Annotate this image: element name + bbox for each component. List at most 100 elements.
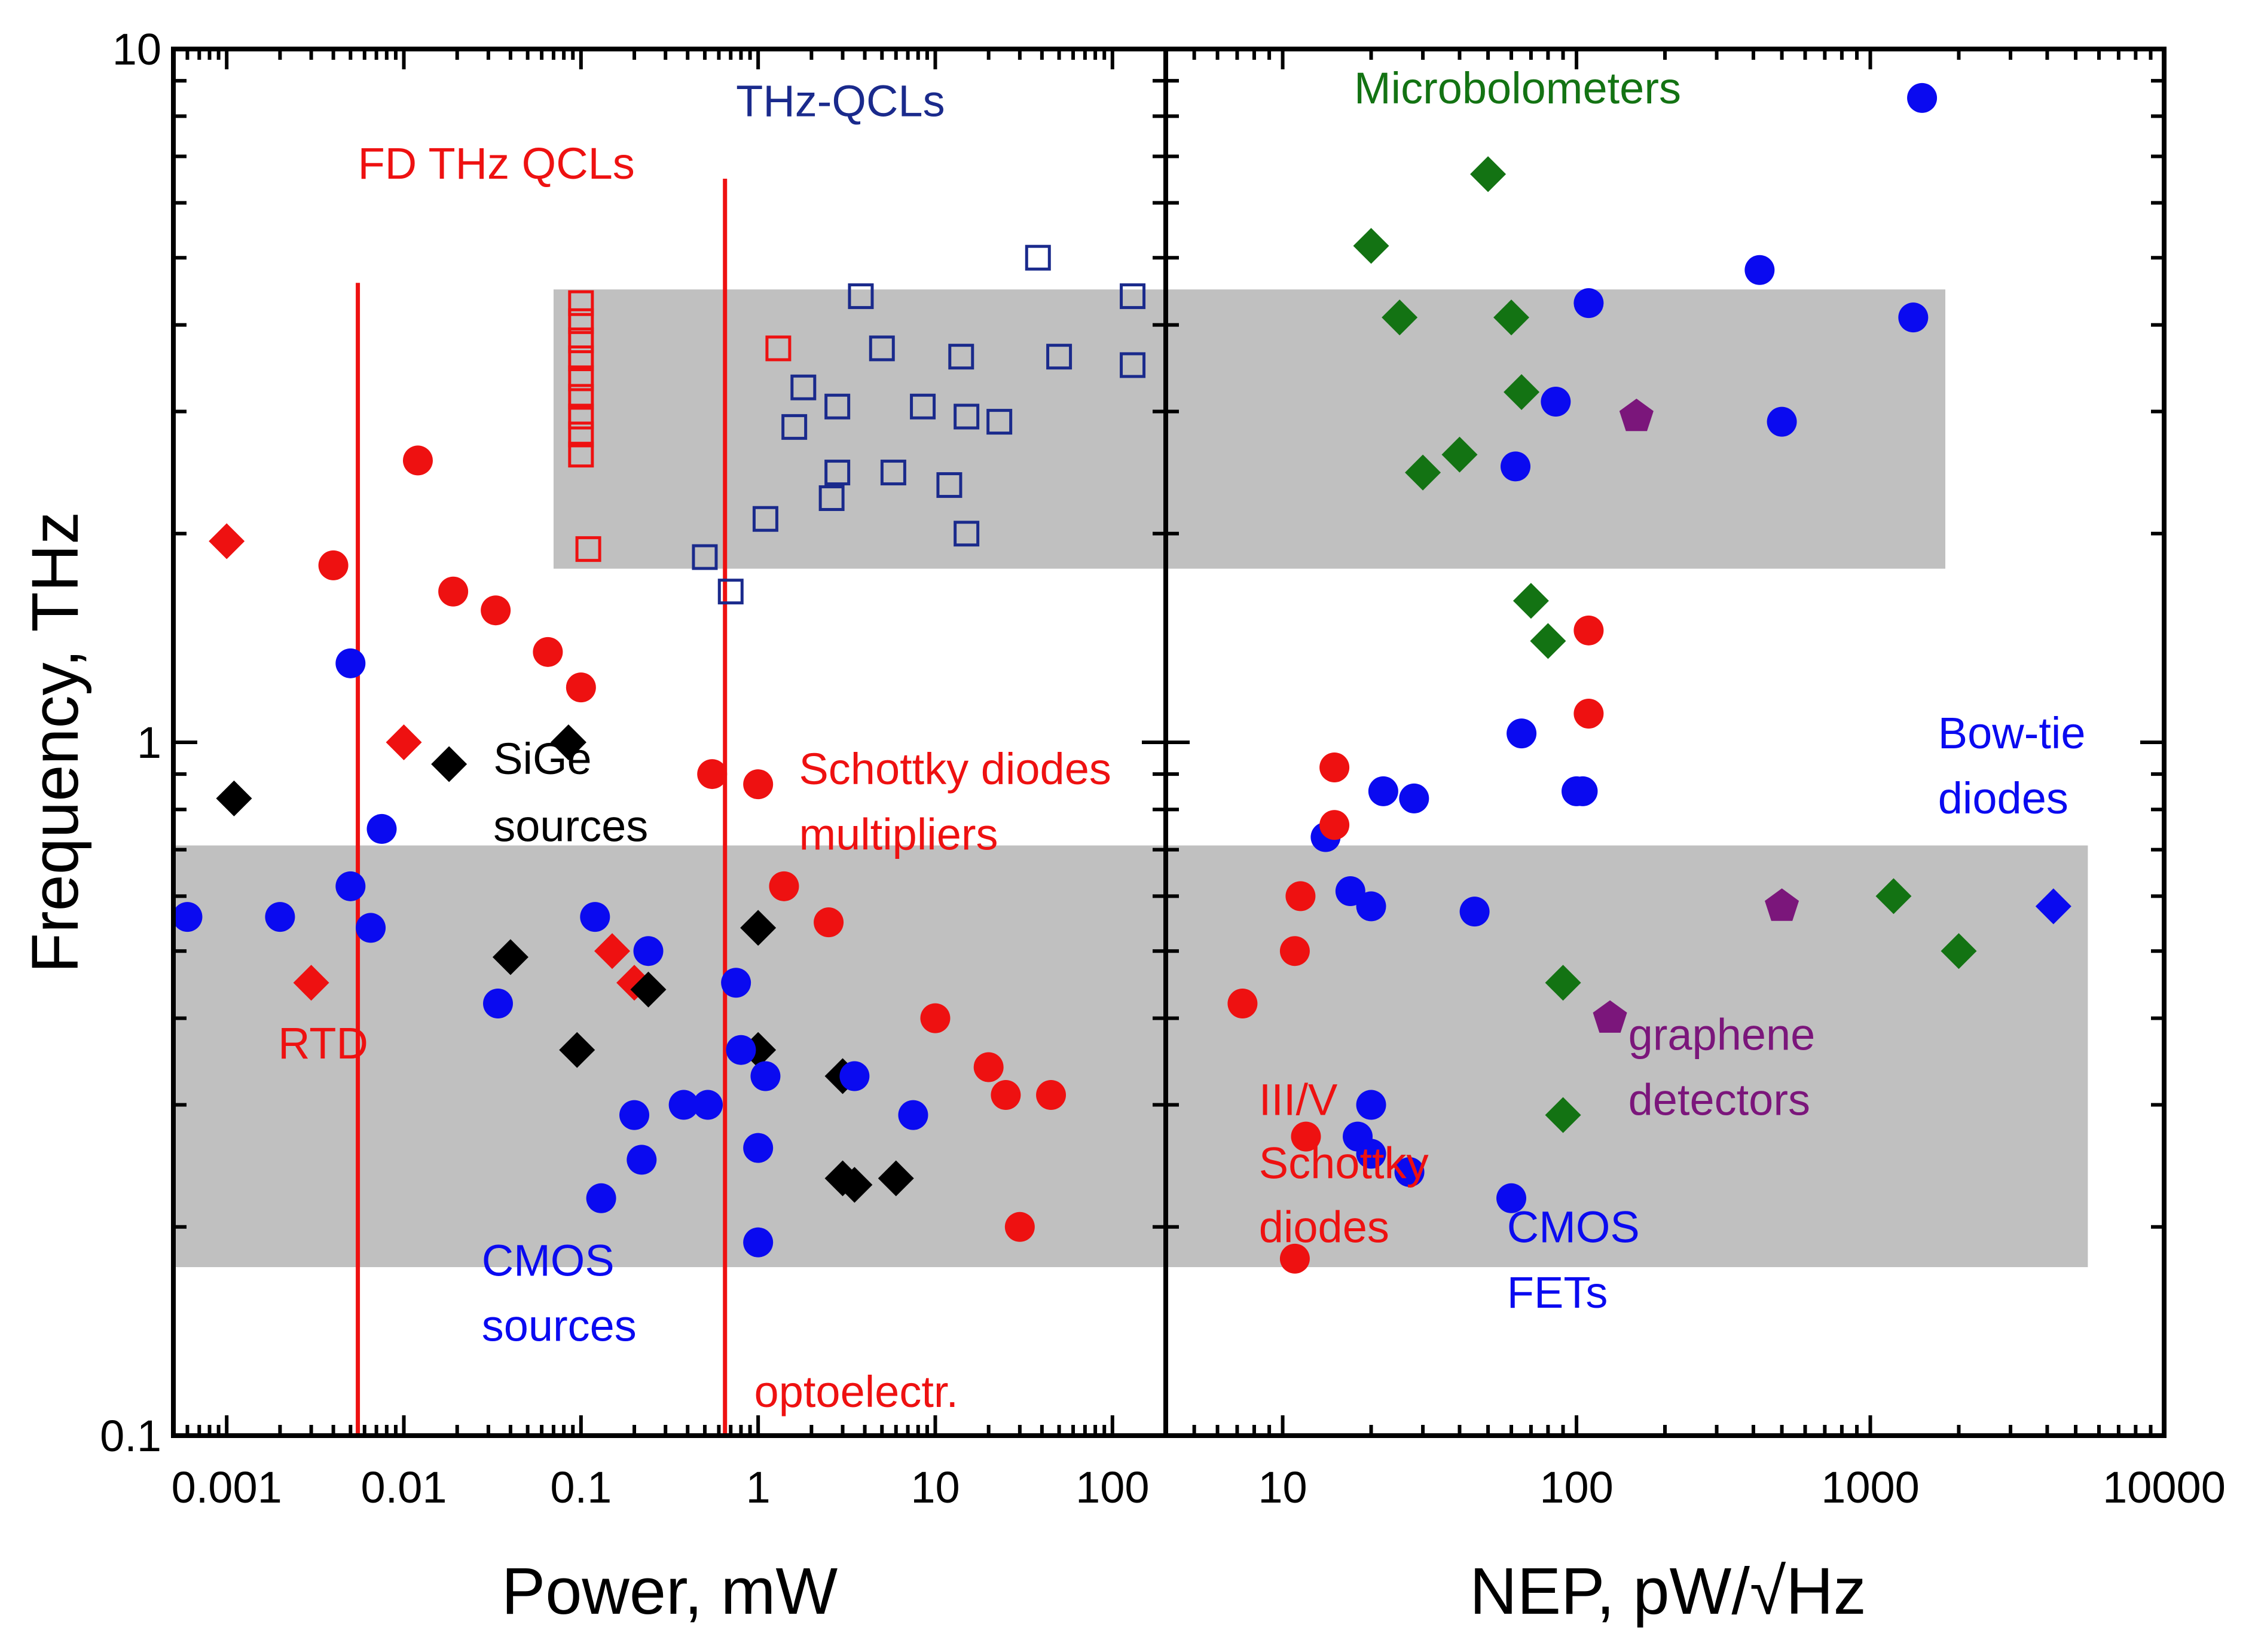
right-bow-tie-diodes-point-5: [1767, 406, 1797, 437]
left-cmos-sources-point-9: [721, 968, 751, 998]
right-bow-tie-diodes-point-1: [1744, 255, 1775, 285]
left-thz-qcls-point-3: [869, 335, 895, 362]
left-cmos-sources-point-17: [898, 1100, 928, 1130]
left-thz-qcls-point-0: [1025, 244, 1051, 271]
left-cmos-sources-point-20: [743, 1227, 774, 1258]
left-sige-sources-point-10: [836, 1167, 873, 1203]
left-annotation-5: multipliers: [799, 810, 998, 859]
right-bow-tie-diodes-point-18: [1356, 1139, 1386, 1169]
right-band-0: [1166, 289, 1945, 569]
right-bow-tie-diodes-point-6: [1501, 451, 1531, 482]
left-fd-thz-qcls-point-1: [568, 308, 594, 334]
right-microbolometers-point-6: [1405, 454, 1441, 491]
left-cmos-sources-point-6: [483, 989, 514, 1019]
right-graphene-detectors-point-2: [1593, 1000, 1627, 1033]
left-annotation-1: FD THz QCLs: [358, 139, 635, 188]
right-bow-tie-diodes-point-15: [1459, 897, 1490, 927]
left-schottky-multipliers-point-14: [1004, 1212, 1035, 1242]
left-annotation-9: optoelectr.: [754, 1367, 958, 1417]
x-axis-title-right: NEP, pW/√Hz: [1469, 1555, 1866, 1628]
left-annotation-7: CMOS: [482, 1236, 615, 1286]
left-thz-qcls-point-19: [692, 544, 718, 570]
right-bow-tie-diamond-point-0: [2035, 888, 2071, 925]
right-bow-tie-diodes-point-20: [1496, 1183, 1527, 1213]
tick-layer: [173, 49, 2164, 1436]
right-annotation-5: III/V: [1259, 1075, 1338, 1125]
left-fd-thz-qcls-point-0: [568, 290, 594, 316]
left-thz-qcls-point-7: [790, 374, 817, 400]
left-schottky-multipliers-point-12: [991, 1080, 1021, 1110]
left-cmos-sources-point-7: [580, 902, 610, 932]
right-iii-v-schottky-diodes-point-4: [1285, 881, 1316, 911]
left-cmos-sources-point-12: [839, 1061, 870, 1091]
point-layer: [172, 82, 2071, 1274]
left-sige-sources-point-11: [878, 1160, 914, 1197]
right-annotation-3: graphene: [1628, 1010, 1816, 1060]
right-bow-tie-diodes-point-2: [1573, 288, 1604, 319]
left-schottky-multipliers-point-2: [438, 576, 469, 607]
right-microbolometers-point-9: [1545, 965, 1581, 1001]
right-x-tick-label-0: 10: [1258, 1463, 1307, 1512]
right-iii-v-schottky-diodes-point-1: [1573, 698, 1604, 729]
left-cmos-sources-point-16: [743, 1133, 774, 1163]
left-fd-thz-qcls-point-10: [575, 536, 601, 562]
left-cmos-sources-point-19: [586, 1183, 616, 1213]
right-annotation-1: Bow-tie: [1938, 708, 2086, 758]
right-iii-v-schottky-diodes-point-3: [1319, 810, 1350, 840]
right-x-tick-label-2: 1000: [1821, 1463, 1920, 1512]
y-tick-label-0: 0.1: [100, 1411, 161, 1461]
left-thz-qcls-point-11: [986, 409, 1013, 435]
right-microbolometers-point-8: [1530, 623, 1566, 659]
left-schottky-multipliers-point-0: [402, 445, 433, 476]
right-iii-v-schottky-diodes-point-2: [1319, 752, 1350, 783]
right-annotation-6: Schottky: [1259, 1139, 1429, 1188]
left-rtd-point-2: [293, 965, 329, 1001]
left-thz-qcls-point-17: [752, 506, 778, 532]
left-thz-qcls-point-9: [910, 393, 936, 420]
left-cmos-sources-point-8: [633, 936, 664, 966]
left-cmos-sources-point-11: [750, 1061, 781, 1091]
left-cmos-sources-point-10: [726, 1035, 756, 1065]
band-layer: [173, 289, 2088, 1268]
left-thz-qcls-point-4: [948, 344, 974, 370]
left-schottky-multipliers-point-9: [814, 907, 844, 938]
right-bow-tie-diodes-point-3: [1898, 302, 1929, 333]
left-cmos-sources-point-15: [693, 1090, 723, 1120]
y-tick-label-2: 10: [112, 25, 161, 74]
left-sige-sources-point-1: [431, 746, 468, 782]
left-fd-thz-qcls-point-4: [568, 365, 594, 391]
x-axis-title-left: Power, mW: [502, 1555, 838, 1628]
right-bow-tie-diodes-point-0: [1907, 82, 1938, 113]
left-sige-sources-point-5: [630, 971, 667, 1008]
right-bow-tie-diodes-point-19: [1394, 1157, 1425, 1187]
left-annotation-0: THz-QCLs: [736, 76, 945, 126]
right-microbolometers-point-3: [1493, 299, 1530, 336]
left-x-tick-label-4: 10: [910, 1463, 960, 1512]
left-cmos-sources-point-13: [619, 1100, 650, 1130]
y-axis-title: Frequency, THz: [19, 512, 92, 973]
right-x-tick-label-1: 100: [1539, 1463, 1613, 1512]
right-microbolometers-point-12: [1941, 933, 1977, 969]
left-x-tick-label-2: 0.1: [550, 1463, 612, 1512]
left-schottky-multipliers-point-3: [481, 595, 511, 626]
right-annotation-7: diodes: [1259, 1203, 1389, 1252]
right-microbolometers-point-5: [1441, 436, 1478, 473]
right-iii-v-schottky-diodes-point-5: [1279, 936, 1310, 966]
right-microbolometers-point-7: [1512, 583, 1549, 619]
left-annotation-8: sources: [482, 1301, 637, 1350]
right-bow-tie-diodes-point-16: [1356, 1090, 1386, 1120]
left-cmos-sources-point-3: [172, 902, 203, 932]
left-x-tick-label-0: 0.001: [172, 1463, 282, 1512]
left-schottky-multipliers-point-5: [566, 672, 596, 703]
right-bow-tie-diodes-point-13: [1335, 876, 1365, 907]
text-layer: Frequency, THz Power, mW NEP, pW/√Hz 0.0…: [19, 25, 2226, 1628]
left-fd-thz-qcls-point-8: [568, 442, 594, 468]
left-fd-thz-qcls-point-7: [568, 421, 594, 448]
left-cmos-sources-point-14: [668, 1090, 699, 1120]
right-microbolometers-point-4: [1504, 374, 1540, 411]
left-thz-qcls-point-6: [1120, 352, 1146, 378]
left-thz-qcls-point-20: [717, 579, 744, 605]
right-microbolometers-point-10: [1545, 1097, 1581, 1133]
left-sige-sources-point-4: [559, 1032, 595, 1068]
